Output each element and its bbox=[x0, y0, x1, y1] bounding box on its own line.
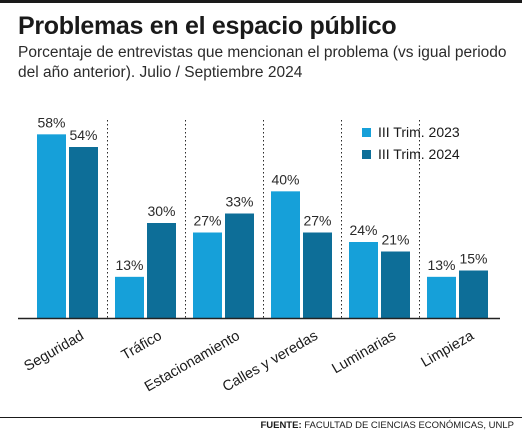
bar bbox=[427, 276, 456, 318]
source-text: FACULTAD DE CIENCIAS ECONÓMICAS, UNLP bbox=[304, 420, 514, 431]
bar bbox=[69, 147, 98, 318]
legend-swatch bbox=[362, 150, 371, 159]
data-label: 27% bbox=[303, 213, 331, 229]
page-title: Problemas en el espacio público bbox=[18, 12, 397, 40]
bar bbox=[349, 242, 378, 318]
bar bbox=[225, 213, 254, 318]
data-label: 30% bbox=[147, 203, 175, 219]
bar bbox=[303, 232, 332, 318]
data-label: 15% bbox=[459, 251, 487, 267]
top-rule bbox=[0, 0, 522, 3]
bar bbox=[115, 276, 144, 318]
data-label: 40% bbox=[271, 171, 299, 187]
data-label: 27% bbox=[193, 213, 221, 229]
source-label: FUENTE: bbox=[260, 420, 302, 431]
bar bbox=[37, 134, 66, 318]
data-label: 54% bbox=[69, 127, 97, 143]
category-label: Limpieza bbox=[419, 327, 478, 370]
bar bbox=[459, 270, 488, 318]
legend-swatch bbox=[362, 128, 371, 137]
page-subtitle: Porcentaje de entrevistas que mencionan … bbox=[18, 44, 507, 81]
bar bbox=[193, 232, 222, 318]
category-label: Seguridad bbox=[22, 328, 87, 375]
legend-label: III Trim. 2023 bbox=[378, 124, 460, 140]
footer-rule bbox=[0, 417, 522, 418]
bar bbox=[381, 251, 410, 318]
bar bbox=[147, 223, 176, 318]
data-label: 13% bbox=[115, 257, 143, 273]
data-label: 58% bbox=[37, 114, 65, 130]
category-label: Tráfico bbox=[119, 328, 165, 364]
bar-chart: 58%54%Seguridad13%30%Tráfico27%33%Estaci… bbox=[18, 114, 500, 395]
data-label: 21% bbox=[381, 232, 409, 248]
data-label: 24% bbox=[349, 222, 377, 238]
data-label: 33% bbox=[225, 194, 253, 210]
source-credit: FUENTE: FACULTAD DE CIENCIAS ECONÓMICAS,… bbox=[260, 420, 514, 431]
legend-label: III Trim. 2024 bbox=[378, 146, 460, 162]
category-label: Luminarias bbox=[329, 328, 398, 377]
bar bbox=[271, 191, 300, 318]
data-label: 13% bbox=[427, 257, 455, 273]
